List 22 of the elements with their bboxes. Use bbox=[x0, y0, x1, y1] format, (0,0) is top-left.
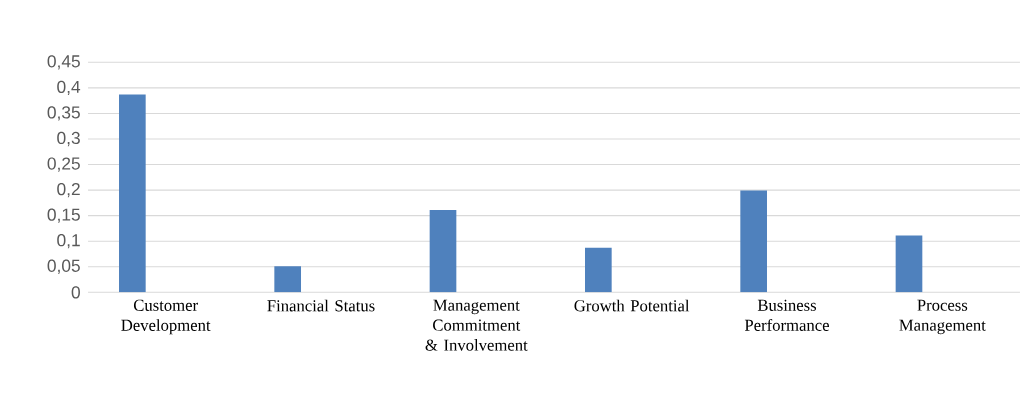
bar bbox=[895, 235, 923, 293]
bar bbox=[585, 247, 612, 293]
y-tick-label: 0,15 bbox=[47, 208, 80, 223]
x-tick-label: Business Performance bbox=[744, 299, 829, 331]
y-tick-label: 0,45 bbox=[47, 55, 80, 70]
y-tick-label: 0,4 bbox=[57, 80, 81, 96]
x-tick-label: Financial Status bbox=[267, 299, 375, 312]
y-tick-label: 0,2 bbox=[57, 182, 80, 198]
y-tick-label: 0,25 bbox=[47, 157, 80, 172]
bar bbox=[429, 210, 457, 293]
x-tick-label: Customer Development bbox=[121, 299, 211, 335]
y-tick-label: 0,1 bbox=[57, 234, 80, 249]
x-tick-label: Growth Potential bbox=[574, 299, 690, 312]
y-tick-label: 0,35 bbox=[47, 106, 80, 121]
x-tick-label: Management Commitment & Involvement bbox=[425, 299, 528, 351]
x-tick-label: Process Management bbox=[899, 299, 986, 335]
bar bbox=[119, 94, 146, 293]
y-tick-label: 0,05 bbox=[47, 259, 80, 274]
y-tick-label: 0,3 bbox=[57, 131, 80, 147]
bar bbox=[274, 266, 302, 293]
y-tick-label: 0 bbox=[71, 286, 80, 299]
bar bbox=[740, 190, 767, 293]
